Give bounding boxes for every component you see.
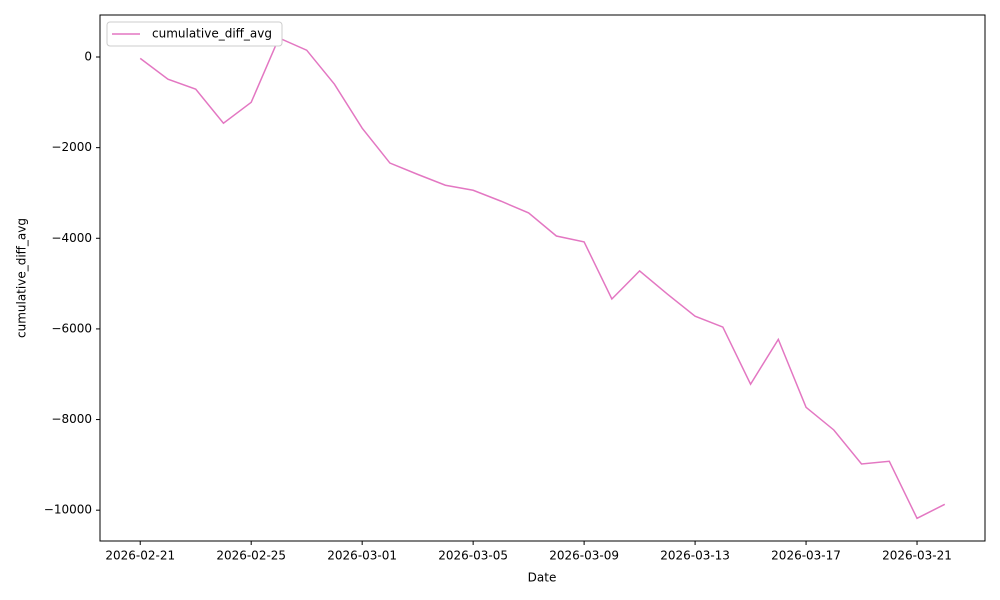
x-tick-label: 2026-03-01 [327, 549, 397, 563]
y-tick-label: −8000 [51, 412, 92, 426]
x-tick-label: 2026-03-17 [771, 549, 841, 563]
x-tick-label: 2026-03-21 [882, 549, 952, 563]
x-tick-label: 2026-02-25 [216, 549, 286, 563]
x-tick-label: 2026-02-21 [105, 549, 175, 563]
line [139, 36, 946, 520]
x-axis-label: Date [528, 571, 557, 585]
y-tick-label: −6000 [51, 321, 92, 335]
y-tick-label: 0 [84, 50, 92, 64]
y-tick-label: −10000 [44, 503, 92, 517]
plot-frame [99, 14, 986, 542]
y-tick-label: −4000 [51, 231, 92, 245]
y-axis-label: cumulative_diff_avg [15, 218, 29, 338]
x-tick-label: 2026-03-09 [549, 549, 619, 563]
y-tick-label: −2000 [51, 140, 92, 154]
x-tick-label: 2026-03-05 [438, 549, 508, 563]
x-tick-label: 2026-03-13 [660, 549, 730, 563]
legend: cumulative_diff_avg [106, 21, 283, 47]
legend-box [106, 21, 283, 47]
legend-label: cumulative_diff_avg [152, 27, 272, 41]
